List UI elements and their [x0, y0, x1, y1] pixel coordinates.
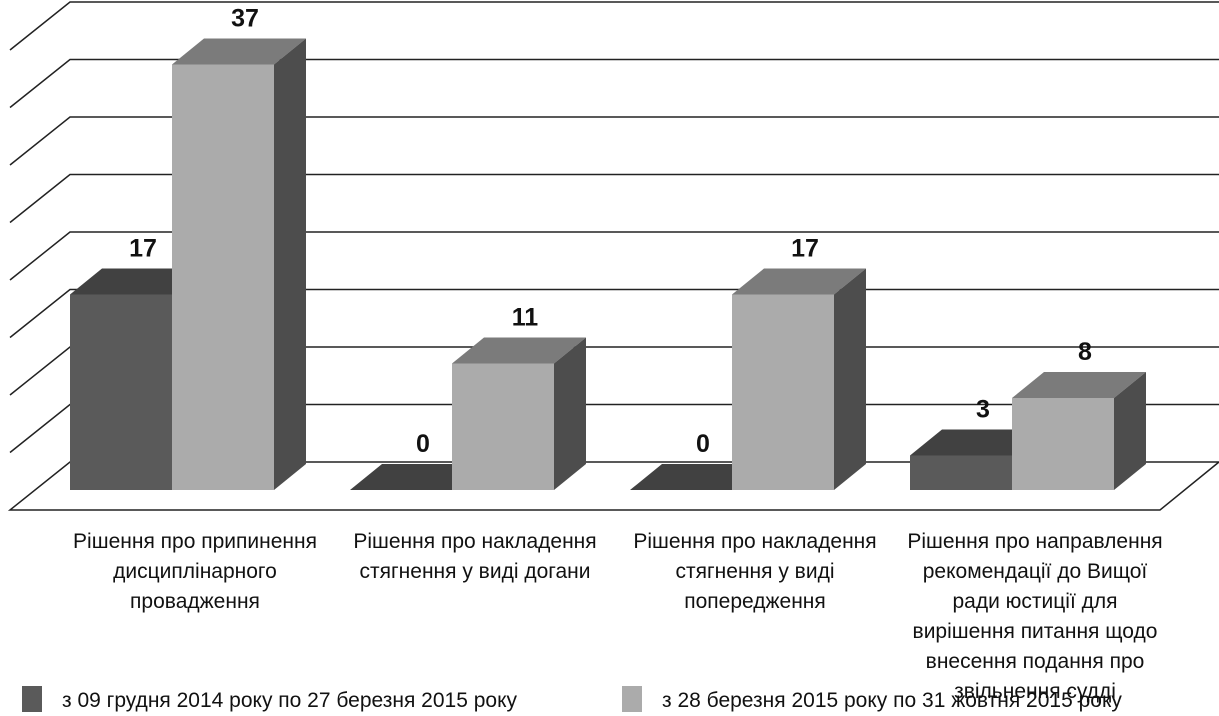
x-tick-label: Рішення про припинення дисциплінарного про… [73, 530, 317, 613]
bar-top [1012, 372, 1146, 398]
bar-top [630, 464, 764, 490]
bar [1012, 372, 1146, 490]
bar-top [172, 38, 306, 65]
bar-top [350, 464, 484, 490]
bar-top [910, 429, 1044, 456]
grid-line [9, 116, 1219, 166]
bar-side [274, 38, 306, 490]
value-label: 3 [976, 396, 990, 424]
bar-top [70, 268, 204, 295]
bar-front [452, 363, 554, 490]
value-label: 37 [231, 5, 259, 33]
bar-top [732, 268, 866, 295]
bar-top [452, 337, 586, 364]
bar-front [1012, 398, 1114, 490]
bar-front [172, 64, 274, 490]
value-label: 11 [512, 304, 539, 332]
value-label: 17 [129, 235, 157, 263]
bar-side [1114, 372, 1146, 490]
bar [732, 268, 866, 490]
bar-front [732, 294, 834, 490]
bar [172, 38, 306, 490]
x-tick-label: Рішення про накладення стягнення у виді по… [633, 530, 876, 613]
bar-front [70, 294, 172, 490]
bar-front [910, 455, 1012, 490]
bar-side [554, 337, 586, 490]
x-tick-label: Рішення про направлення рекомендації до В… [907, 530, 1162, 703]
grid-line [9, 1, 1219, 51]
legend-swatch [622, 686, 642, 712]
bar [630, 464, 764, 490]
value-label: 0 [696, 430, 710, 458]
x-tick-label: Рішення про накладення стягнення у виді д… [353, 530, 596, 583]
grid-line [9, 231, 1219, 281]
value-label: 0 [416, 430, 430, 458]
bar [452, 337, 586, 490]
bar-side [834, 268, 866, 490]
bar [350, 464, 484, 490]
legend-label: з 28 березня 2015 року по 31 жовтня 2015… [662, 689, 1122, 712]
legend-label: з 09 грудня 2014 року по 27 березня 2015… [62, 689, 517, 712]
value-label: 8 [1078, 338, 1092, 366]
value-label: 17 [791, 235, 819, 263]
grid-line [9, 58, 1219, 109]
grid-line [9, 173, 1219, 224]
legend-swatch [22, 686, 42, 712]
